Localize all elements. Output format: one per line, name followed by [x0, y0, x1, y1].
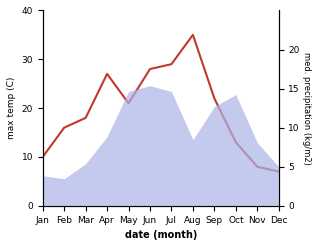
Y-axis label: max temp (C): max temp (C) — [7, 77, 16, 139]
Y-axis label: med. precipitation (kg/m2): med. precipitation (kg/m2) — [302, 52, 311, 165]
X-axis label: date (month): date (month) — [125, 230, 197, 240]
